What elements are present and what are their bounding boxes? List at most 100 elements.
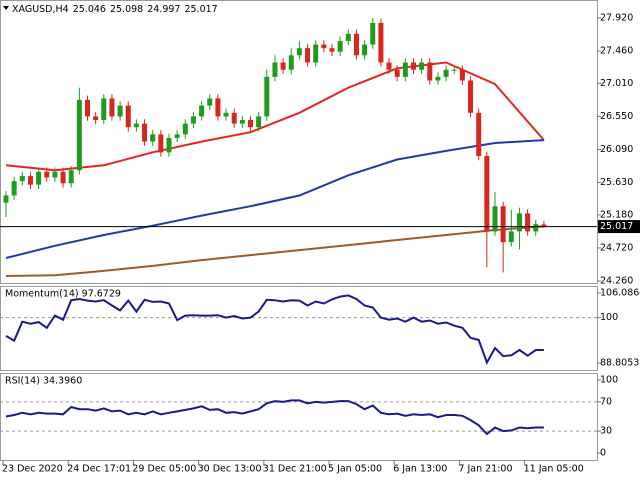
- x-tick-label: 24 Dec 17:01: [67, 464, 131, 475]
- candle-body: [44, 171, 50, 178]
- candle-body: [125, 105, 131, 128]
- candle-body: [419, 62, 425, 70]
- x-tick-label: 11 Jan 05:00: [524, 464, 584, 475]
- rsi-panel: [0, 373, 598, 461]
- candle-body: [76, 99, 82, 171]
- candle-body: [85, 99, 90, 117]
- candle-body: [93, 116, 99, 121]
- open-readout: 25.046: [73, 4, 106, 15]
- candle-body: [109, 98, 115, 117]
- x-tick-label: 29 Dec 05:00: [132, 464, 196, 475]
- symbol: XAGUSD,H4: [12, 4, 69, 15]
- y-tick-label: 27.920: [600, 12, 633, 23]
- candle-body: [256, 116, 262, 128]
- candle-body: [174, 134, 180, 138]
- candle-body: [321, 44, 327, 49]
- candle-body: [264, 76, 270, 117]
- momentum-panel: [0, 286, 598, 371]
- y-tick-label: 27.460: [600, 46, 633, 57]
- indicator-line: [5, 294, 544, 366]
- price-panel: [0, 0, 598, 284]
- x-tick-label: 6 Jan 13:00: [393, 464, 447, 475]
- candle-body: [19, 176, 25, 182]
- candle-body: [329, 48, 335, 52]
- candle-body: [60, 171, 66, 184]
- x-tick-label: 5 Jan 05:00: [328, 464, 382, 475]
- candle-body: [508, 231, 514, 243]
- candle-body: [142, 123, 148, 142]
- candle-body: [492, 206, 498, 232]
- candle-body: [337, 40, 343, 52]
- y-tick-label: 27.010: [600, 78, 633, 89]
- x-tick-label: 30 Dec 13:00: [198, 464, 262, 475]
- candle-body: [239, 120, 245, 124]
- candle-body: [411, 62, 416, 70]
- candle-body: [36, 171, 42, 185]
- candle-body: [199, 105, 205, 117]
- candle-body: [150, 134, 156, 142]
- close-readout: 25.017: [184, 4, 217, 15]
- high-readout: 25.098: [110, 4, 143, 15]
- candle-body: [468, 80, 474, 113]
- candle-body: [133, 123, 139, 128]
- candle-body: [280, 62, 286, 70]
- y-tick-label: 25.180: [600, 209, 633, 220]
- candle-body: [182, 123, 188, 135]
- x-tick-label: 23 Dec 2020: [2, 464, 63, 475]
- y-tick-label: 26.090: [600, 144, 633, 155]
- candle-body: [166, 137, 172, 153]
- candle-body: [500, 206, 506, 243]
- candle-body: [427, 62, 433, 81]
- y-tick-label: 100: [600, 312, 618, 323]
- y-tick-label: 24.720: [600, 242, 633, 253]
- candle-body: [476, 112, 482, 156]
- y-tick-label: 24.260: [600, 275, 633, 286]
- candle-body: [459, 69, 465, 81]
- candle-body: [435, 76, 441, 81]
- x-tick-label: 7 Jan 21:00: [458, 464, 512, 475]
- candle-body: [370, 22, 376, 45]
- candle-body: [313, 44, 319, 63]
- indicator-title: Momentum(14) 97.6729: [5, 289, 121, 300]
- indicator-line: [5, 399, 544, 436]
- moving-average: [5, 225, 544, 277]
- candle-body: [158, 134, 164, 153]
- candle-body: [215, 98, 221, 117]
- candle-body: [117, 105, 123, 117]
- y-tick-label: 106.0864: [600, 288, 640, 299]
- candle-body: [345, 33, 351, 41]
- y-tick-label: 26.550: [600, 111, 633, 122]
- candle-body: [3, 195, 9, 203]
- candle-body: [248, 120, 253, 128]
- candle-body: [533, 224, 539, 232]
- candle-body: [207, 98, 213, 106]
- candle-body: [484, 155, 490, 232]
- candle-body: [362, 44, 368, 56]
- candle-body: [296, 48, 302, 56]
- candle-body: [386, 62, 392, 70]
- candle-body: [223, 112, 229, 117]
- candle-body: [272, 62, 278, 77]
- candle-body: [27, 176, 33, 185]
- candle-body: [11, 181, 17, 196]
- collapse-arrow[interactable]: [3, 6, 9, 10]
- candle-body: [231, 112, 237, 124]
- candle-body: [68, 170, 74, 184]
- last-price-box: [598, 220, 640, 234]
- chart-title: XAGUSD,H4 25.046 25.098 24.997 25.017: [12, 4, 218, 15]
- candle-body: [190, 116, 196, 124]
- low-readout: 24.997: [147, 4, 180, 15]
- indicator-title: RSI(14) 34.3960: [5, 376, 82, 387]
- candle-body: [52, 171, 58, 178]
- candle-body: [443, 69, 449, 77]
- candle-body: [541, 224, 547, 227]
- candle-body: [516, 213, 522, 232]
- candle-body: [394, 69, 400, 77]
- y-tick-label: 25.630: [600, 177, 633, 188]
- candle-body: [451, 69, 457, 71]
- candle-body: [378, 22, 384, 63]
- candle-body: [525, 213, 531, 232]
- x-tick-label: 31 Dec 21:00: [263, 464, 327, 475]
